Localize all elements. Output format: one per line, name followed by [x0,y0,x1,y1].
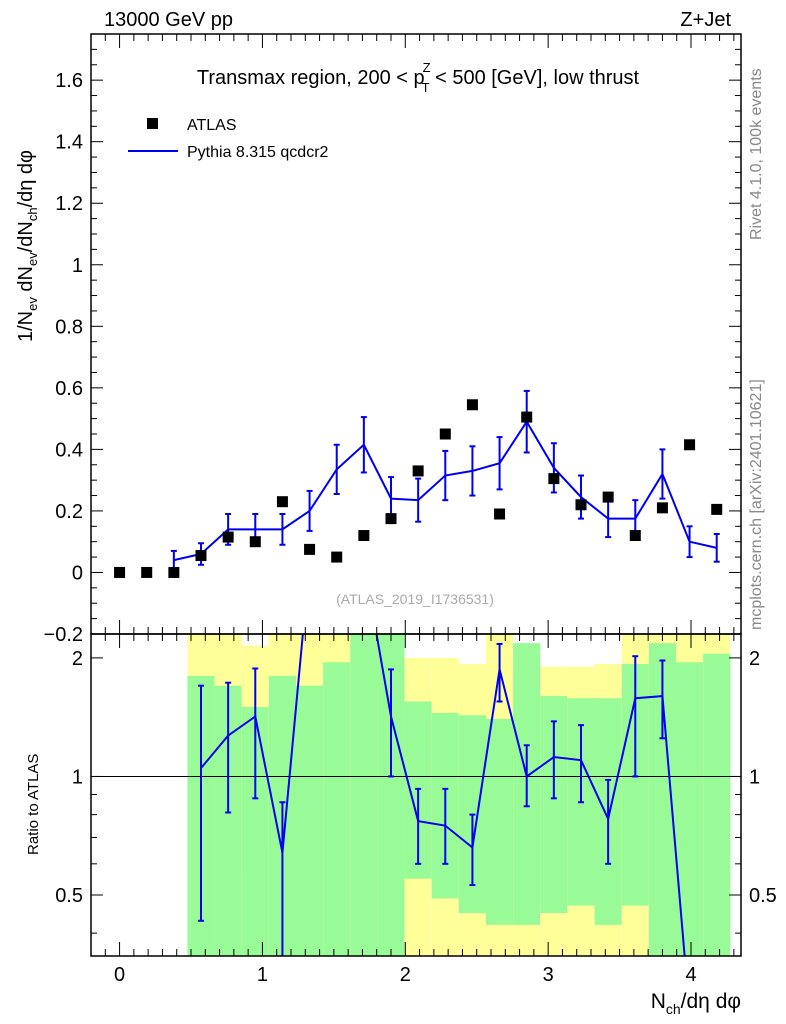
ratio-y-tick-label-right: 1 [749,766,760,788]
atlas-data-point [168,566,180,578]
atlas-data-point [222,531,234,543]
energy-label: 13000 GeV pp [104,9,233,31]
atlas-data-point [656,502,668,514]
main-title-pre: Transmax region, 200 < p [197,67,425,89]
ratio-green-band-bin [323,662,351,956]
ratio-green-band-bin [350,634,378,956]
ratio-y-tick-label-left: 2 [72,648,83,670]
x-tick-label: 4 [685,964,696,986]
main-title-post: < 500 [GeV], low thrust [430,67,640,89]
atlas-data-point [304,543,316,555]
x-tick-label: 0 [114,964,125,986]
rivet-version-label: Rivet 4.1.0, 100k events [748,68,765,240]
main-y-axis-label: 1/Nev dNev/dNch/dη dφ [15,150,40,342]
atlas-data-point [195,550,207,562]
atlas-data-point [466,399,478,411]
atlas-data-point [141,566,153,578]
main-y-tick-label: 0.4 [55,439,83,461]
legend-atlas-marker [147,118,158,129]
legend-atlas-label: ATLAS [187,117,237,134]
atlas-data-point [494,508,506,520]
main-y-tick-label: 0.2 [55,501,83,523]
ratio-y-axis-label: Ratio to ATLAS [25,754,42,855]
ratio-series-line [200,634,686,956]
main-title-sub: T [422,80,430,95]
atlas-data-point [331,551,343,563]
main-title-sup: Z [423,60,431,75]
atlas-data-point [602,491,614,503]
atlas-data-point [711,503,723,515]
ratio-frame [90,633,742,957]
main-y-tick-label: 0.6 [55,378,83,400]
main-y-tick-label: 0 [72,562,83,584]
main-y-tick-label: −0.2 [44,624,83,646]
legend: ATLAS Pythia 8.315 qcdcr2 [128,117,329,161]
main-y-tick-label: 0.8 [55,316,83,338]
x-tick-label: 2 [400,964,411,986]
atlas-data-point [249,536,261,548]
mcplots-label: mcplots.cern.ch [arXiv:2401.10621] [748,379,765,630]
ratio-y-tick-label-right: 2 [749,648,760,670]
atlas-data-point [521,411,533,423]
ratio-green-band-bin [486,718,514,925]
main-title: Transmax region, 200 < pZ T < 500 [GeV], … [197,60,640,95]
main-y-tick-label: 1 [72,255,83,277]
atlas-data-point [276,496,288,508]
main-y-tick-label: 1.2 [55,193,83,215]
legend-pythia-label: Pythia 8.315 qcdcr2 [187,144,329,161]
atlas-data-point [358,530,370,542]
axes-layer: −0.2 0 0.2 0.4 0.6 0.8 1 1.2 1.4 1.6 0 1 2 3 4 0.5 0.5 1 1… [44,33,777,986]
main-y-tick-label: 1.4 [55,132,83,154]
process-label: Z+Jet [680,9,731,31]
ratio-uncertainty-bands [187,634,731,956]
atlas-data-point [548,473,560,485]
atlas-data-point [684,439,696,451]
ratio-y-tick-label-left: 1 [72,766,83,788]
atlas-data-point [114,566,126,578]
atlas-data-point [412,465,424,477]
ratio-green-band-bin [703,653,731,956]
atlas-data-point [575,499,587,511]
ratio-green-band-bin [296,685,324,956]
ratio-y-tick-label-right: 0.5 [749,885,777,907]
x-tick-label: 3 [543,964,554,986]
ratio-data-layer [91,634,741,956]
atlas-data-point [439,428,451,440]
analysis-watermark: (ATLAS_2019_I1736531) [336,591,494,607]
x-tick-label: 1 [257,964,268,986]
x-axis-label: Nch/dη dφ [651,990,741,1017]
main-data-layer [114,389,723,578]
main-y-tick-label: 1.6 [55,70,83,92]
atlas-data-point [629,530,641,542]
ratio-y-tick-label-left: 0.5 [55,885,83,907]
atlas-data-point [385,513,397,525]
